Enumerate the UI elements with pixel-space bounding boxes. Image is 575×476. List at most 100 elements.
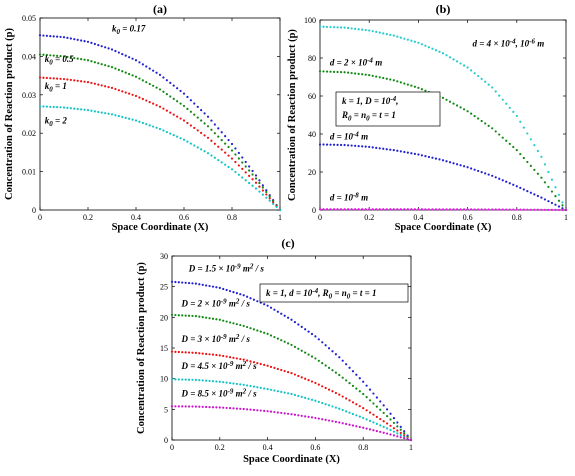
data-point (371, 146, 374, 149)
data-point (378, 76, 381, 79)
data-point (170, 350, 174, 353)
data-point (170, 280, 174, 283)
data-point (473, 208, 476, 211)
data-point (385, 148, 388, 151)
data-point (59, 55, 62, 58)
data-point (561, 207, 564, 210)
data-point (399, 208, 402, 211)
data-point (512, 145, 515, 149)
data-point (519, 152, 522, 156)
data-point (259, 386, 262, 389)
data-point (258, 179, 261, 182)
data-point (314, 399, 317, 402)
data-point (201, 379, 204, 382)
data-point (501, 208, 504, 211)
data-point (165, 109, 168, 112)
data-point (332, 26, 336, 29)
data-point (466, 66, 469, 69)
data-point (128, 72, 131, 76)
data-point (526, 190, 529, 193)
data-point (441, 208, 445, 211)
data-point (413, 152, 416, 155)
data-point (200, 109, 203, 112)
data-point (206, 115, 210, 118)
data-point (389, 412, 392, 415)
data-point (336, 143, 339, 146)
data-point (141, 79, 144, 82)
data-point (176, 100, 179, 103)
data-point (198, 352, 201, 355)
data-point (331, 405, 334, 408)
data-point (462, 208, 466, 211)
data-point (351, 401, 355, 404)
data-point (438, 50, 441, 53)
data-point (222, 319, 225, 322)
data-point (230, 142, 234, 146)
data-point (278, 208, 282, 212)
data-point (210, 128, 213, 131)
data-point (406, 83, 409, 86)
data-point (256, 300, 259, 303)
data-point (252, 385, 256, 388)
data-point (93, 110, 96, 113)
data-point (325, 25, 329, 29)
data-point (152, 102, 155, 105)
y-tick-label: 0 (32, 206, 36, 215)
data-point (452, 102, 455, 105)
data-point (73, 107, 76, 110)
data-point (434, 49, 438, 52)
data-point (522, 188, 525, 191)
data-point (354, 27, 357, 30)
data-point (86, 81, 90, 84)
data-point (466, 208, 469, 211)
data-point (494, 176, 497, 179)
data-point (181, 281, 184, 284)
data-point (276, 367, 279, 371)
data-point (329, 208, 332, 211)
data-point (364, 28, 367, 32)
data-point (128, 117, 131, 120)
data-point (364, 145, 367, 148)
data-point (196, 116, 199, 119)
data-point (254, 174, 258, 177)
data-point (293, 413, 297, 416)
data-point (358, 415, 361, 418)
data-point (375, 396, 378, 399)
data-point (345, 422, 348, 426)
data-point (494, 208, 497, 211)
data-point (382, 32, 385, 35)
parameter-box-line: k = 1, D = 10-4, (342, 95, 398, 106)
data-point (187, 378, 191, 381)
data-point (307, 330, 310, 333)
data-point (86, 109, 90, 112)
data-point (324, 403, 327, 406)
data-point (256, 386, 259, 389)
data-point (193, 126, 196, 130)
data-point (392, 427, 396, 430)
data-point (100, 45, 103, 48)
data-point (348, 411, 351, 414)
data-point (293, 373, 297, 376)
data-point (162, 129, 165, 132)
data-point (172, 84, 175, 87)
curve-annotation: k0 = 1 (45, 81, 67, 94)
data-point (165, 79, 168, 82)
data-point (286, 392, 290, 395)
data-point (228, 321, 232, 324)
data-point (162, 76, 165, 79)
data-point (508, 106, 511, 109)
data-point (97, 43, 100, 47)
data-point (104, 46, 107, 49)
data-point (378, 147, 381, 150)
data-point (413, 40, 416, 43)
data-point (266, 387, 269, 391)
data-point (172, 113, 175, 116)
data-point (526, 208, 529, 211)
data-point (182, 119, 186, 122)
data-point (254, 181, 258, 184)
data-point (304, 377, 307, 380)
data-point (110, 48, 114, 51)
data-point (261, 184, 264, 187)
data-point (248, 181, 251, 185)
